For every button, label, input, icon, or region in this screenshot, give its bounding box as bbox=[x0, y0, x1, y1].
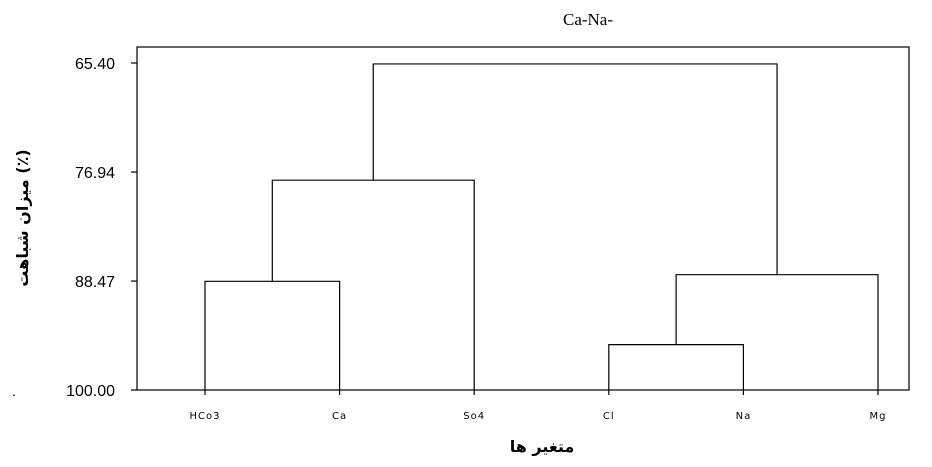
y-tick-label: 76.94 bbox=[75, 165, 115, 182]
y-axis: 65.40 76.94 88.47 100.00 bbox=[66, 56, 137, 400]
dendrogram-link bbox=[372, 63, 778, 275]
dendrogram-link bbox=[675, 274, 879, 390]
x-tick-label: Ca bbox=[332, 411, 347, 422]
plot-frame bbox=[136, 46, 910, 391]
x-tick-label: Cl bbox=[603, 411, 615, 422]
x-tick-label: Na bbox=[736, 411, 752, 422]
x-tick-label: Mg bbox=[870, 411, 887, 422]
dendrogram-link bbox=[271, 179, 475, 390]
x-tick-label: So4 bbox=[463, 411, 485, 422]
y-tick-label: 65.40 bbox=[75, 56, 115, 73]
x-axis: HCo3 Ca So4 Cl Na Mg bbox=[190, 390, 887, 422]
y-tick-label: 88.47 bbox=[75, 274, 115, 291]
dendrogram-link bbox=[608, 344, 744, 390]
y-axis-label: میزان شباهت (٪) bbox=[13, 149, 32, 286]
x-tick-label: HCo3 bbox=[190, 411, 221, 422]
dendrogram-link bbox=[204, 280, 341, 390]
dendrogram-links bbox=[204, 63, 879, 390]
x-axis-label: متغیر ها bbox=[510, 437, 575, 456]
stray-dot-mark: . bbox=[12, 383, 16, 399]
y-tick-label: 100.00 bbox=[66, 383, 115, 400]
chart-title: Ca-Na- bbox=[563, 10, 613, 29]
